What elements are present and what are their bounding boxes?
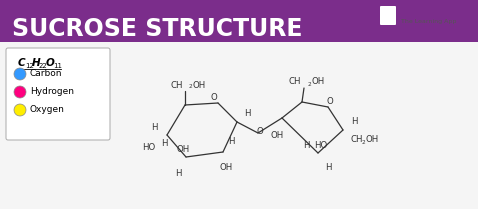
Text: Hydrogen: Hydrogen	[30, 88, 74, 97]
Text: H: H	[161, 139, 167, 148]
Text: H: H	[175, 168, 181, 177]
FancyBboxPatch shape	[380, 6, 396, 25]
Text: OH: OH	[366, 135, 379, 144]
Text: The Learning App: The Learning App	[401, 19, 456, 23]
Text: OH: OH	[176, 144, 190, 153]
Text: O: O	[211, 93, 217, 102]
Text: 22: 22	[39, 63, 48, 69]
Text: OH: OH	[219, 163, 233, 172]
Text: O: O	[257, 126, 263, 135]
Text: OH: OH	[312, 78, 325, 87]
Circle shape	[14, 86, 26, 98]
Text: 12: 12	[25, 63, 34, 69]
Text: 11: 11	[53, 63, 62, 69]
Text: HO: HO	[142, 143, 156, 152]
Text: 2: 2	[308, 82, 312, 87]
Bar	[0, 0, 478, 42]
Text: 2: 2	[189, 84, 193, 89]
Text: 2: 2	[362, 139, 366, 144]
Text: CH: CH	[351, 135, 363, 144]
Text: H: H	[303, 140, 309, 149]
Text: Carbon: Carbon	[30, 70, 63, 79]
Text: Oxygen: Oxygen	[30, 106, 65, 115]
Text: HO: HO	[315, 140, 327, 149]
Text: O: O	[326, 98, 333, 107]
Text: H: H	[151, 122, 157, 131]
Text: H: H	[244, 110, 250, 119]
Text: SUCROSE STRUCTURE: SUCROSE STRUCTURE	[12, 17, 303, 41]
Text: CH: CH	[289, 78, 301, 87]
Text: BYJU'S: BYJU'S	[401, 5, 444, 19]
FancyBboxPatch shape	[376, 1, 401, 33]
Text: CH: CH	[171, 80, 183, 89]
Circle shape	[14, 104, 26, 116]
Text: OH: OH	[271, 131, 283, 140]
Text: H: H	[351, 117, 357, 126]
Text: H: H	[325, 163, 331, 172]
Text: H: H	[32, 58, 41, 68]
Text: O: O	[46, 58, 55, 68]
Text: H: H	[228, 138, 234, 147]
Text: C: C	[18, 58, 26, 68]
Text: OH: OH	[193, 80, 206, 89]
FancyBboxPatch shape	[6, 48, 110, 140]
Circle shape	[14, 68, 26, 80]
